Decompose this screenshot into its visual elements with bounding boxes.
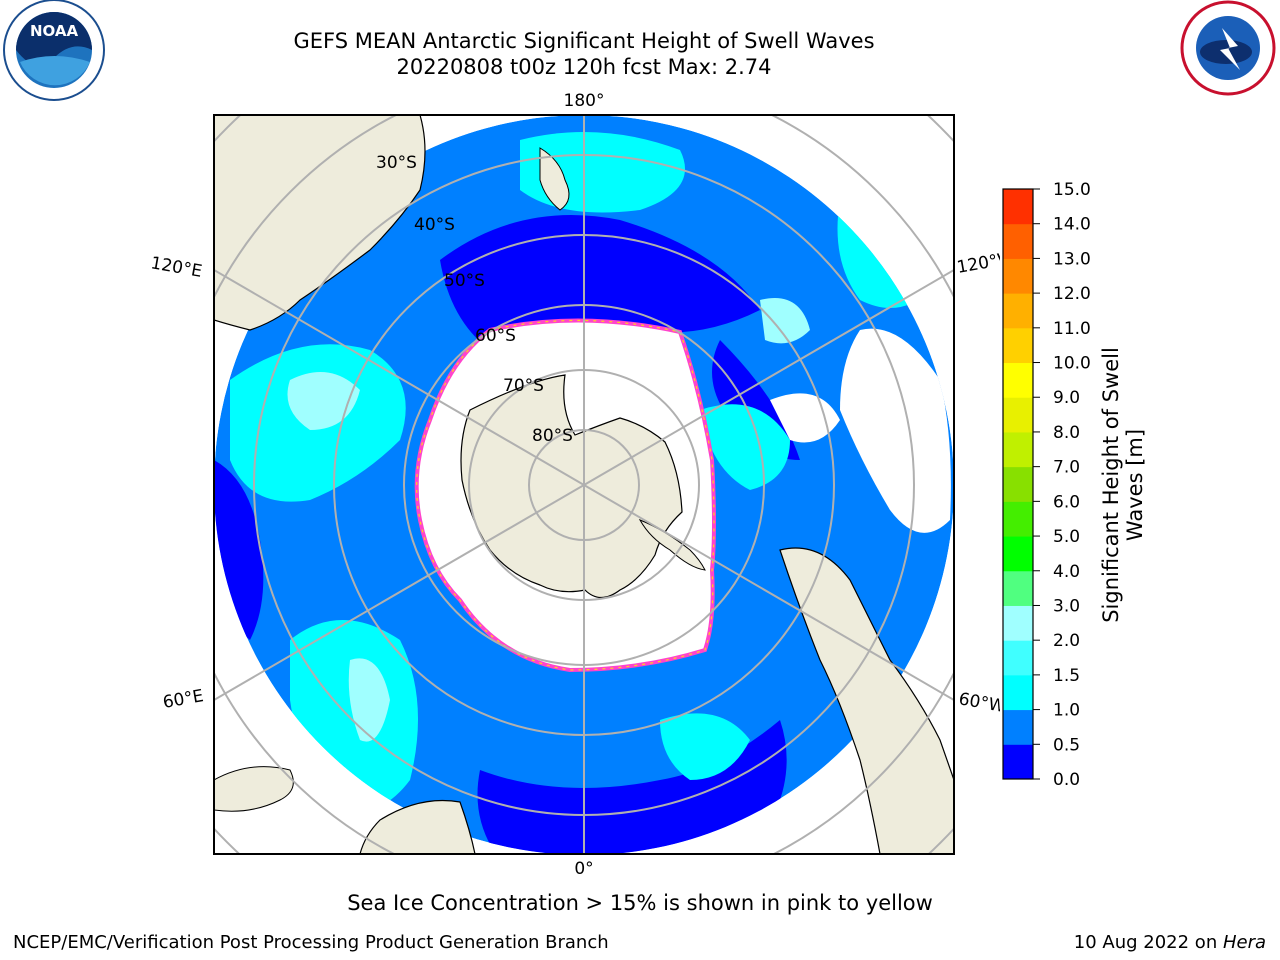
colorbar-tick-label: 1.0 <box>1053 701 1080 721</box>
colorbar-tick-label: 13.0 <box>1053 249 1091 269</box>
svg-text:50°S: 50°S <box>444 271 485 291</box>
colorbar-tick-label: 12.0 <box>1053 284 1091 304</box>
chart-title: GEFS MEAN Antarctic Significant Height o… <box>293 29 875 53</box>
colorbar-swatch <box>1003 466 1033 502</box>
colorbar-tick-label: 2.0 <box>1053 631 1080 651</box>
nws-logo <box>1180 0 1276 96</box>
colorbar-swatch <box>1003 293 1033 329</box>
colorbar-label-line2: Waves [m] <box>1123 429 1147 541</box>
svg-text:120°E: 120°E <box>149 253 203 282</box>
madagascar <box>214 766 294 812</box>
colorbar-frame <box>1002 188 1034 780</box>
colorbar-swatch <box>1003 570 1033 606</box>
svg-text:40°S: 40°S <box>414 215 455 235</box>
footer-date-text: 10 Aug 2022 on <box>1073 932 1223 953</box>
noaa-logo: NOAA <box>3 0 105 101</box>
chart-subtitle: 20220808 t00z 120h fcst Max: 2.74 <box>396 55 772 79</box>
colorbar-swatch <box>1003 362 1033 398</box>
colorbar-tick-label: 5.0 <box>1053 527 1080 547</box>
colorbar-swatch <box>1003 640 1033 676</box>
colorbar-tick-label: 10.0 <box>1053 354 1091 374</box>
colorbar-tick-label: 3.0 <box>1053 596 1080 616</box>
colorbar-swatch <box>1003 605 1033 641</box>
map-frame <box>213 114 955 855</box>
svg-text:60°S: 60°S <box>475 326 516 346</box>
footer-machine: Hera <box>1222 932 1266 953</box>
colorbar-tick-label: 11.0 <box>1053 319 1091 339</box>
colorbar-swatch <box>1003 223 1033 259</box>
colorbar-swatch <box>1003 397 1033 433</box>
colorbar-tick-label: 8.0 <box>1053 423 1080 443</box>
colorbar: 0.0 0.5 1.0 1.5 2.0 3.0 4.0 5.0 6.0 7.0 8.0 9.0 10.0… <box>1002 180 1147 790</box>
colorbar-tick-label: 4.0 <box>1053 562 1080 582</box>
footer-date: 10 Aug 2022 on Hera <box>1074 932 1266 953</box>
colorbar-swatch <box>1003 674 1033 711</box>
colorbar-swatch <box>1003 536 1033 572</box>
colorbar-tick-label: 0.0 <box>1053 770 1080 790</box>
colorbar-tick-label: 7.0 <box>1053 458 1080 478</box>
graticule <box>214 115 954 854</box>
colorbar-tick-label: 9.0 <box>1053 388 1080 408</box>
svg-text:NOAA: NOAA <box>30 22 79 40</box>
colorbar-tick-label: 0.5 <box>1053 735 1080 755</box>
sea-ice-note: Sea Ice Concentration > 15% is shown in … <box>347 891 933 915</box>
colorbar-tick-label: 6.0 <box>1053 492 1080 512</box>
colorbar-tick-label: 15.0 <box>1053 180 1091 200</box>
colorbar-swatch <box>1003 327 1033 364</box>
colorbar-tick-label: 1.5 <box>1053 666 1080 686</box>
polar-map: 30°S 40°S 50°S 60°S 70°S 80°S 180° 0° 12… <box>149 91 1000 879</box>
colorbar-swatch <box>1003 431 1033 468</box>
colorbar-swatch <box>1003 189 1033 225</box>
australia <box>214 115 426 331</box>
svg-text:30°S: 30°S <box>376 153 417 173</box>
svg-text:60°E: 60°E <box>161 686 205 713</box>
svg-text:0°: 0° <box>574 859 593 879</box>
svg-text:80°S: 80°S <box>532 426 573 446</box>
new-zealand <box>539 147 570 211</box>
colorbar-swatch <box>1003 744 1033 780</box>
colorbar-swatch <box>1003 258 1033 294</box>
colorbar-swatch <box>1003 501 1033 537</box>
colorbar-label-line1: Significant Height of Swell <box>1099 347 1123 623</box>
latitude-labels: 30°S 40°S 50°S 60°S 70°S 80°S <box>376 153 573 446</box>
svg-text:180°: 180° <box>564 91 605 111</box>
svg-text:70°S: 70°S <box>503 376 544 396</box>
colorbar-tick-label: 14.0 <box>1053 215 1091 235</box>
colorbar-swatch <box>1003 709 1033 745</box>
footer-credit: NCEP/EMC/Verification Post Processing Pr… <box>13 932 609 953</box>
